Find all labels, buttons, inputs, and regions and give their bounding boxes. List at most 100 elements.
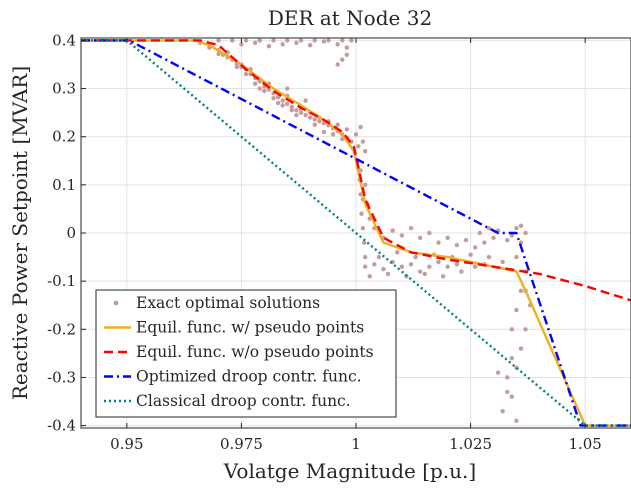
- scatter-point: [356, 144, 361, 149]
- scatter-point: [505, 375, 510, 380]
- scatter-point: [413, 254, 418, 260]
- scatter-point: [482, 240, 487, 245]
- scatter-point: [353, 132, 359, 137]
- x-tick-label: 1.025: [449, 435, 492, 453]
- scatter-point: [243, 71, 249, 77]
- x-tick-label: 0.95: [110, 435, 143, 453]
- scatter-point: [266, 87, 272, 92]
- scatter-point: [514, 418, 519, 423]
- scatter-point: [408, 262, 414, 267]
- scatter-point: [262, 88, 267, 94]
- scatter-point: [285, 86, 290, 91]
- legend-marker: [113, 300, 119, 306]
- scatter-point: [427, 230, 432, 236]
- scatter-point: [252, 40, 258, 46]
- scatter-point: [472, 264, 478, 269]
- legend-label: Equil. func. w/ pseudo points: [136, 319, 364, 337]
- scatter-point: [454, 242, 460, 248]
- scatter-point: [271, 95, 276, 101]
- scatter-point: [362, 182, 368, 188]
- x-tick-label: 0.975: [220, 435, 263, 453]
- scatter-point: [518, 240, 524, 245]
- y-tick-label: -0.3: [47, 368, 76, 386]
- y-tick-label: 0.1: [52, 176, 76, 194]
- scatter-point: [440, 274, 446, 279]
- y-tick-label: -0.4: [47, 417, 76, 435]
- scatter-point: [376, 254, 382, 260]
- scatter-point: [266, 43, 272, 49]
- scatter-point: [303, 98, 308, 103]
- scatter-point: [459, 269, 464, 274]
- scatter-point: [422, 271, 427, 277]
- scatter-point: [344, 127, 350, 132]
- scatter-point: [514, 307, 519, 313]
- scatter-point: [321, 39, 327, 44]
- scatter-point: [362, 240, 367, 245]
- scatter-point: [518, 223, 524, 228]
- scatter-point: [294, 40, 299, 46]
- scatter-point: [445, 235, 450, 241]
- legend: Exact optimal solutions Equil. func. w/ p…: [95, 289, 397, 418]
- scatter-point: [381, 266, 386, 272]
- y-tick-label: -0.1: [47, 272, 76, 290]
- scatter-point: [289, 108, 295, 113]
- scatter-point: [285, 101, 290, 107]
- scatter-point: [344, 52, 350, 58]
- scatter-point: [335, 42, 340, 47]
- scatter-point: [509, 327, 515, 332]
- legend-box: [95, 289, 397, 418]
- scatter-point: [399, 264, 405, 269]
- scatter-point: [523, 230, 528, 236]
- line-series: [81, 39, 631, 427]
- scatter-point: [360, 225, 366, 231]
- scatter-point: [216, 38, 221, 43]
- axis-ticks: 0.95 0.975 1 1.025 1.05 0.4 0.3 0.2 0.1 0 -0.1 -0.2…: [47, 31, 602, 453]
- scatter-point: [330, 132, 336, 137]
- scatter-point: [317, 119, 322, 124]
- scatter-point: [427, 264, 432, 269]
- scatter-point: [399, 233, 405, 238]
- scatter-point: [340, 57, 345, 62]
- scatter-point: [271, 38, 276, 43]
- scatter-point: [340, 136, 345, 142]
- scatter-point: [275, 95, 281, 100]
- scatter-point: [445, 264, 450, 269]
- scatter-point: [495, 370, 501, 375]
- scatter-point: [289, 104, 295, 110]
- scatter-point: [275, 100, 281, 106]
- x-tick-label: 1: [351, 435, 361, 453]
- y-tick-label: 0.3: [52, 80, 76, 98]
- scatter-point: [518, 346, 524, 351]
- scatter-point: [385, 271, 391, 277]
- scatter-point: [307, 43, 313, 48]
- y-tick-label: 0: [66, 224, 76, 242]
- scatter-point: [257, 38, 262, 43]
- scatter-point: [307, 115, 313, 120]
- scatter-point: [477, 230, 482, 236]
- y-tick-label: 0.4: [52, 31, 76, 49]
- scatter-point: [239, 42, 244, 47]
- scatter-point: [395, 250, 400, 255]
- scatter-point: [436, 259, 441, 265]
- scatter-point: [234, 64, 240, 70]
- scatter-point: [509, 355, 515, 361]
- scatter-point: [468, 252, 473, 257]
- series-line-2: [81, 39, 631, 302]
- scatter-point: [358, 124, 363, 130]
- scatter-point: [362, 148, 368, 154]
- scatter-point: [491, 235, 496, 241]
- scatter-point: [518, 288, 524, 293]
- y-tick-label: 0.2: [52, 128, 76, 146]
- series-line-4: [81, 39, 631, 427]
- scatter-point: [472, 245, 478, 250]
- scatter-point: [298, 38, 304, 43]
- scatter-point: [360, 139, 366, 144]
- legend-label: Equil. func. w/o pseudo points: [136, 343, 374, 361]
- scatter-point: [344, 45, 350, 50]
- scatter-point: [372, 262, 377, 267]
- scatter-point: [509, 394, 515, 399]
- scatter-point: [505, 238, 510, 243]
- scatter-point: [312, 38, 317, 43]
- y-tick-label: -0.2: [47, 320, 76, 338]
